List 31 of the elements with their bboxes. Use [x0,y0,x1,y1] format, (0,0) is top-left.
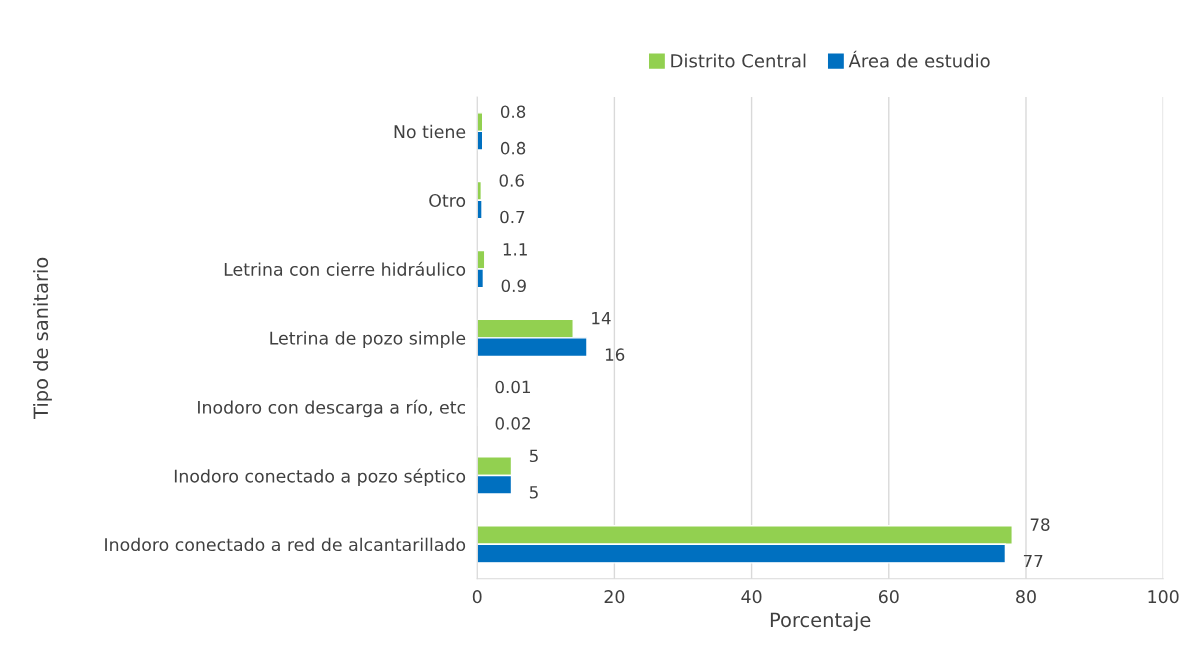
x-tick-label: 0 [472,590,482,604]
y-tick-label: Inodoro conectado a red de alcantarillado [105,537,466,552]
x-tick-label: 20 [604,590,625,604]
x-tick-label: 60 [878,590,899,604]
data-label: 0.9 [501,279,526,293]
data-label: 5 [529,449,538,463]
y-tick-label: Inodoro conectado a pozo séptico [174,468,466,487]
legend-label: Área de estudio [848,50,990,68]
data-label: 0.8 [500,141,526,155]
y-tick-label: Otro [429,193,466,208]
x-tick-label: 80 [1016,590,1036,604]
x-axis-title: Porcentaje [770,612,871,631]
y-axis-title: Tipo de sanitario [33,257,52,419]
x-tick-label: 40 [741,590,762,604]
legend-label: Distrito Central [671,53,806,68]
x-tick-label: 100 [1148,590,1179,604]
y-tick-label: Letrina con cierre hidráulico [224,261,466,276]
data-label: 0.02 [495,417,530,430]
data-label: 0.6 [499,174,524,187]
data-label: 5 [529,486,538,499]
data-label: 77 [1023,554,1043,568]
data-label: 78 [1030,518,1050,531]
data-label: 1.1 [503,243,527,256]
data-label: 0.01 [495,380,530,394]
data-label: 14 [592,312,611,325]
y-tick-label: No tiene [394,124,466,139]
y-tick-label: Inodoro con descarga a río, etc [198,399,466,418]
data-label: 0.8 [500,105,526,119]
y-tick-label: Letrina de pozo simple [270,331,466,349]
data-label: 16 [605,348,625,361]
data-label: 0.7 [500,210,525,224]
